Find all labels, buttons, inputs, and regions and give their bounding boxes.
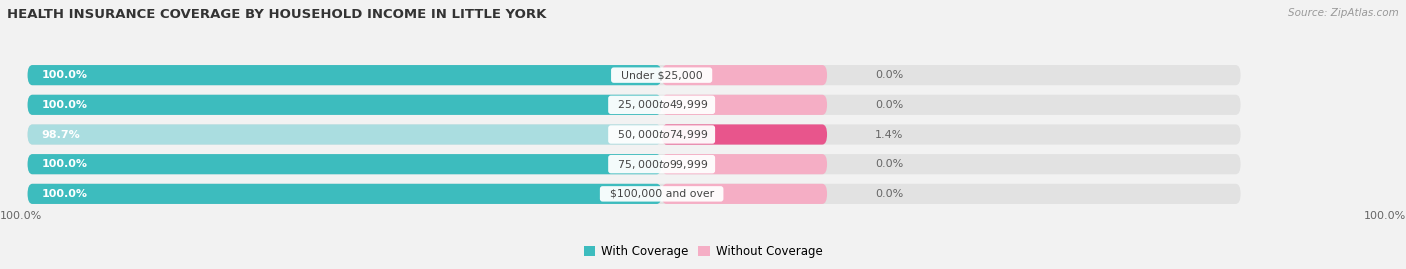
- Text: HEALTH INSURANCE COVERAGE BY HOUSEHOLD INCOME IN LITTLE YORK: HEALTH INSURANCE COVERAGE BY HOUSEHOLD I…: [7, 8, 547, 21]
- FancyBboxPatch shape: [28, 124, 1240, 145]
- Text: 0.0%: 0.0%: [876, 159, 904, 169]
- FancyBboxPatch shape: [28, 154, 662, 174]
- FancyBboxPatch shape: [662, 95, 827, 115]
- FancyBboxPatch shape: [662, 184, 827, 204]
- FancyBboxPatch shape: [662, 124, 827, 145]
- FancyBboxPatch shape: [28, 184, 1240, 204]
- Text: $50,000 to $74,999: $50,000 to $74,999: [610, 128, 713, 141]
- FancyBboxPatch shape: [28, 65, 1240, 85]
- Text: Source: ZipAtlas.com: Source: ZipAtlas.com: [1288, 8, 1399, 18]
- Text: Under $25,000: Under $25,000: [614, 70, 710, 80]
- Text: $25,000 to $49,999: $25,000 to $49,999: [610, 98, 713, 111]
- Text: 1.4%: 1.4%: [876, 129, 904, 140]
- Text: 100.0%: 100.0%: [41, 189, 87, 199]
- Text: 0.0%: 0.0%: [876, 189, 904, 199]
- Text: 0.0%: 0.0%: [876, 70, 904, 80]
- FancyBboxPatch shape: [28, 154, 1240, 174]
- FancyBboxPatch shape: [28, 184, 662, 204]
- FancyBboxPatch shape: [28, 95, 662, 115]
- Text: 98.7%: 98.7%: [41, 129, 80, 140]
- Text: 100.0%: 100.0%: [41, 159, 87, 169]
- FancyBboxPatch shape: [28, 95, 1240, 115]
- FancyBboxPatch shape: [28, 124, 662, 145]
- FancyBboxPatch shape: [662, 65, 827, 85]
- Text: 0.0%: 0.0%: [876, 100, 904, 110]
- FancyBboxPatch shape: [662, 154, 827, 174]
- Text: 100.0%: 100.0%: [0, 211, 42, 221]
- FancyBboxPatch shape: [28, 65, 662, 85]
- Legend: With Coverage, Without Coverage: With Coverage, Without Coverage: [579, 240, 827, 263]
- Text: 100.0%: 100.0%: [1364, 211, 1406, 221]
- Text: 100.0%: 100.0%: [41, 100, 87, 110]
- Text: $100,000 and over: $100,000 and over: [603, 189, 721, 199]
- Text: $75,000 to $99,999: $75,000 to $99,999: [610, 158, 713, 171]
- Text: 100.0%: 100.0%: [41, 70, 87, 80]
